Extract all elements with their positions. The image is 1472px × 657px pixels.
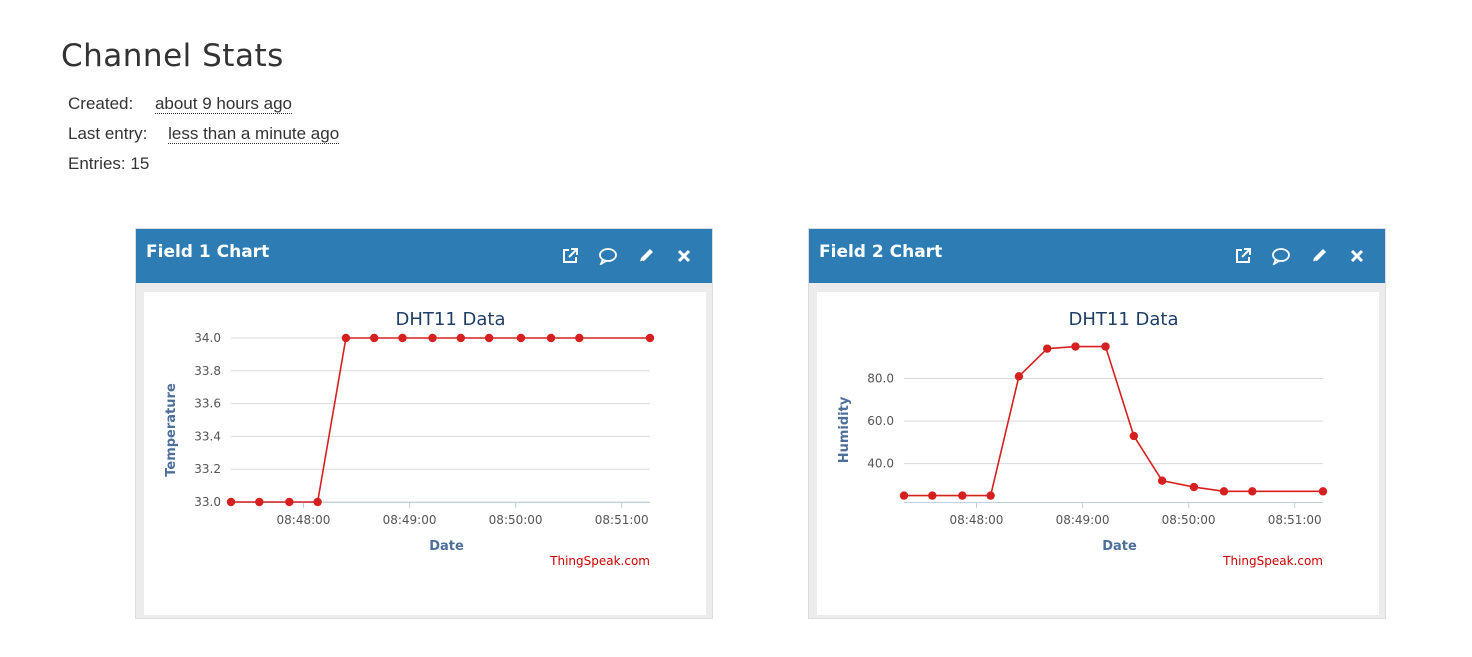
widget-tools	[558, 244, 696, 268]
data-point	[1129, 431, 1139, 441]
chart-credit: ThingSpeak.com	[549, 554, 650, 568]
y-tick-label: 60.0	[867, 414, 894, 428]
field-2-chart: DHT11 Data 40.0 60.0 80.0 08:48:00 08:49:00 08…	[817, 292, 1379, 615]
created-label: Created:	[68, 94, 134, 113]
data-point	[1318, 487, 1328, 496]
x-tick-label: 08:49:00	[1056, 513, 1110, 527]
y-tick-label: 33.2	[194, 462, 221, 476]
data-point	[1248, 487, 1257, 496]
chart-title: DHT11 Data	[396, 309, 506, 330]
y-tick-label: 33.4	[194, 429, 221, 443]
pencil-icon[interactable]	[1307, 244, 1331, 268]
pencil-icon[interactable]	[634, 244, 658, 268]
data-point	[1101, 342, 1110, 351]
chart-svg: DHT11 Data 40.0 60.0 80.0 08:48:00 08:49:00 08…	[837, 309, 1328, 568]
data-point	[1219, 487, 1229, 496]
data-point	[958, 491, 967, 500]
comment-icon[interactable]	[1269, 244, 1293, 268]
widget-title: Field 1 Chart	[146, 242, 270, 262]
widget-tools	[1231, 244, 1369, 268]
y-tick-label: 33.6	[194, 397, 221, 411]
data-point	[456, 333, 466, 343]
y-tick-label: 33.8	[194, 364, 221, 378]
external-link-icon[interactable]	[558, 244, 582, 268]
field-1-widget: Field 1 Chart DHT11 Data 33.0 33.2 33.4 33.6…	[135, 228, 713, 619]
widget-header: Field 2 Chart	[809, 229, 1385, 283]
x-tick-label: 08:49:00	[383, 513, 437, 527]
data-point	[899, 491, 909, 500]
last-entry-value: less than a minute ago	[168, 124, 340, 144]
page-title: Channel Stats	[61, 38, 284, 74]
data-point	[516, 333, 526, 343]
chart-svg: DHT11 Data 33.0 33.2 33.4 33.6 33.8 34.0 08:48:…	[164, 309, 655, 568]
data-point	[1014, 372, 1024, 381]
created-value: about 9 hours ago	[154, 94, 292, 114]
channel-stats: Created: about 9 hours ago Last entry: l…	[68, 92, 340, 182]
widget-title: Field 2 Chart	[819, 242, 943, 262]
x-tick-label: 08:50:00	[489, 513, 543, 527]
chart-title: DHT11 Data	[1069, 309, 1179, 330]
data-point	[1189, 482, 1199, 492]
data-point	[928, 491, 937, 500]
y-tick-label: 40.0	[867, 457, 894, 471]
chart-credit: ThingSpeak.com	[1222, 554, 1323, 568]
close-icon[interactable]	[1345, 244, 1369, 268]
data-point	[428, 333, 437, 343]
x-axis-label: Date	[429, 539, 464, 554]
data-point	[986, 491, 995, 500]
close-icon[interactable]	[672, 244, 696, 268]
y-tick-label: 34.0	[194, 331, 221, 345]
data-point	[1157, 476, 1167, 485]
data-point	[645, 333, 655, 343]
data-point	[285, 497, 294, 507]
data-point	[484, 333, 494, 343]
y-axis-label: Humidity	[837, 396, 852, 463]
y-tick-label: 80.0	[867, 371, 894, 385]
comment-icon[interactable]	[596, 244, 620, 268]
widget-header: Field 1 Chart	[136, 229, 712, 283]
x-tick-label: 08:48:00	[277, 513, 331, 527]
x-tick-label: 08:51:00	[1268, 513, 1322, 527]
created-row: Created: about 9 hours ago	[68, 92, 339, 122]
x-tick-label: 08:48:00	[950, 513, 1004, 527]
data-point	[370, 333, 379, 343]
last-entry-row: Last entry: less than a minute ago	[68, 122, 340, 152]
series-line	[904, 345, 1323, 497]
data-point	[398, 333, 407, 343]
data-point	[226, 497, 236, 507]
entries-value: 15	[130, 154, 150, 173]
field-1-chart: DHT11 Data 33.0 33.2 33.4 33.6 33.8 34.0 08:48:…	[144, 292, 706, 615]
data-point	[1071, 342, 1080, 351]
y-axis-label: Temperature	[164, 383, 179, 477]
data-point	[313, 497, 322, 507]
entries-row: Entries: 15	[68, 152, 339, 182]
last-entry-label: Last entry:	[68, 124, 148, 143]
data-point	[1043, 344, 1052, 353]
data-point	[546, 333, 556, 343]
y-tick-label: 33.0	[194, 495, 221, 509]
external-link-icon[interactable]	[1231, 244, 1255, 268]
entries-label: Entries:	[68, 154, 126, 173]
data-point	[341, 333, 351, 343]
x-tick-label: 08:51:00	[595, 513, 649, 527]
data-point	[255, 497, 264, 507]
x-axis-label: Date	[1102, 539, 1137, 554]
x-tick-label: 08:50:00	[1162, 513, 1216, 527]
series-line	[231, 337, 650, 503]
data-point	[575, 333, 584, 343]
field-2-widget: Field 2 Chart DHT11 Data 40.0 60.0 80.0 08:4…	[808, 228, 1386, 619]
